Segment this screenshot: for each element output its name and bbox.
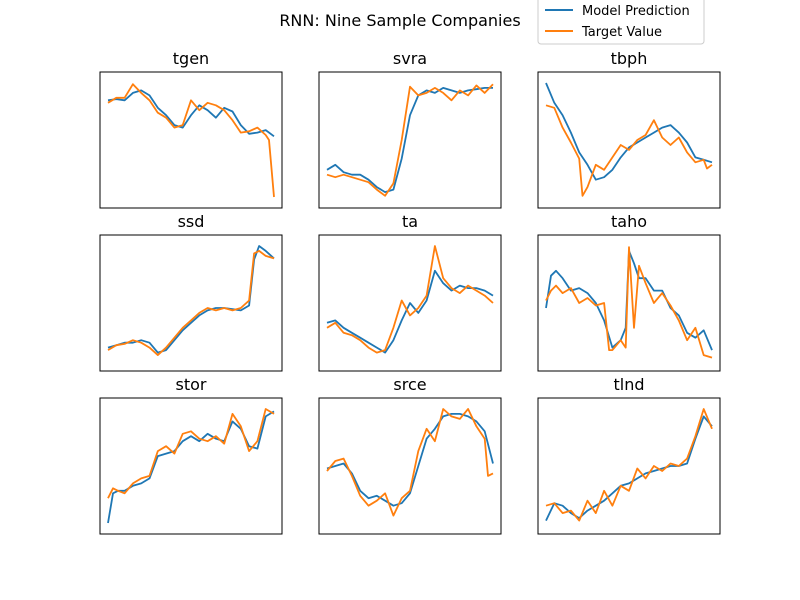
figure-title: RNN: Nine Sample Companies xyxy=(279,11,520,30)
subplot-frame xyxy=(318,234,502,372)
subplot-title: ta xyxy=(402,212,418,231)
subplot-taho: taho xyxy=(537,212,721,372)
subplot-stor: stor xyxy=(99,375,283,535)
subplot-svra: svra xyxy=(318,49,502,209)
subplot-title: svra xyxy=(393,49,427,68)
legend-label-target-value: Target Value xyxy=(581,25,662,40)
subplot-title: ssd xyxy=(178,212,205,231)
subplot-frame xyxy=(318,71,502,209)
series-line-model-prediction xyxy=(545,82,713,181)
subplot-frame xyxy=(537,71,721,209)
subplot-title: taho xyxy=(611,212,647,231)
subplot-tgen: tgen xyxy=(99,49,283,209)
series-line-target-value xyxy=(545,408,713,522)
series-line-target-value xyxy=(107,408,275,499)
subplot-frame xyxy=(99,234,283,372)
series-line-target-value xyxy=(545,104,713,197)
series-line-target-value xyxy=(326,245,494,354)
series-line-target-value xyxy=(326,83,494,197)
legend-label-model-prediction: Model Prediction xyxy=(582,4,690,19)
subplot-grid: tgen svra tbph ssd ta taho stor srce tlnd xyxy=(99,49,721,535)
legend: Model Prediction Target Value xyxy=(537,0,705,45)
subplot-ssd: ssd xyxy=(99,212,283,372)
subplot-frame xyxy=(537,397,721,535)
legend-frame xyxy=(537,0,705,45)
subplot-title: tlnd xyxy=(613,375,644,394)
subplot-ta: ta xyxy=(318,212,502,372)
subplot-title: tgen xyxy=(173,49,209,68)
series-line-model-prediction xyxy=(326,87,493,194)
subplot-title: srce xyxy=(393,375,426,394)
series-line-target-value xyxy=(545,246,713,359)
subplot-tbph: tbph xyxy=(537,49,721,209)
subplot-title: tbph xyxy=(611,49,648,68)
subplot-frame xyxy=(99,397,283,535)
series-line-target-value xyxy=(326,408,494,517)
subplot-tlnd: tlnd xyxy=(537,375,721,535)
subplot-frame xyxy=(537,234,721,372)
subplot-title: stor xyxy=(176,375,207,394)
subplot-frame xyxy=(318,397,502,535)
subplot-srce: srce xyxy=(318,375,502,535)
series-line-model-prediction xyxy=(326,412,494,507)
series-line-target-value xyxy=(107,83,275,198)
series-line-target-value xyxy=(107,249,275,357)
subplot-frame xyxy=(99,71,283,209)
